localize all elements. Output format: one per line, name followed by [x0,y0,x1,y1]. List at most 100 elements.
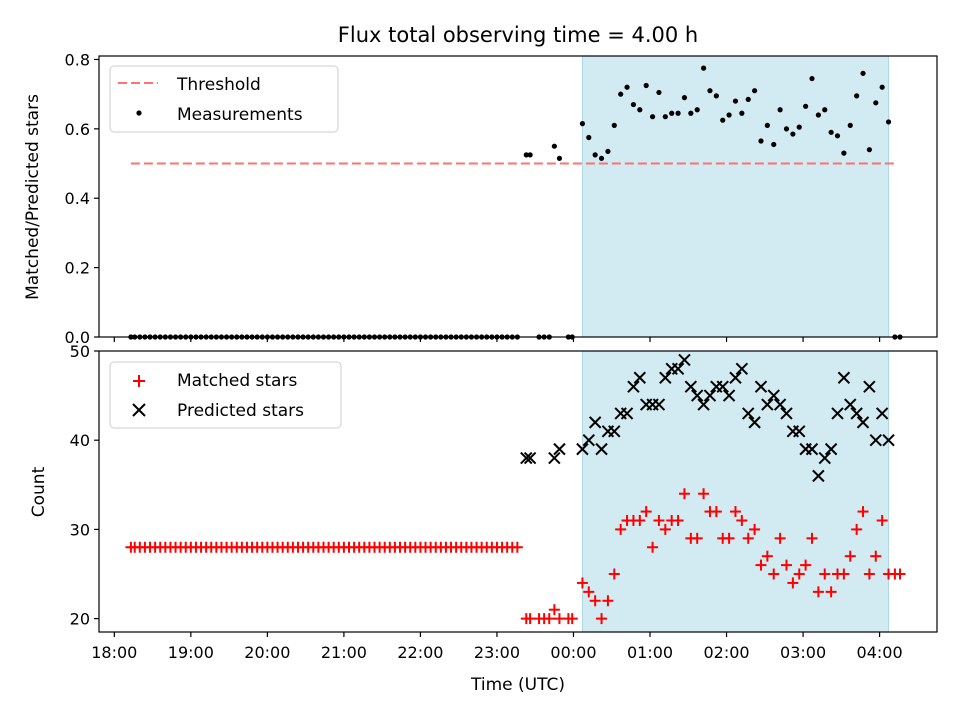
legend-matched-swatch [133,375,145,387]
x-tick-label: 04:00 [857,643,903,662]
measurement-point [790,131,796,137]
matched-star-point [844,550,856,562]
matched-star-point [819,568,831,580]
y-tick-label: 0.4 [65,189,90,208]
measurement-point [866,147,872,153]
predicted-star-point [722,389,736,402]
matched-star-point [838,568,850,580]
measurement-point [637,107,643,113]
x-tick-label: 01:00 [627,643,673,662]
measurement-point [681,95,688,101]
matched-star-point [691,532,703,544]
measurement-point [605,148,611,155]
predicted-star-point [548,451,561,465]
predicted-star-point [748,416,761,429]
observing-window-band [581,55,890,338]
measurement-point [713,93,719,99]
measurement-point [523,152,529,158]
matched-star-point [543,613,555,625]
measurement-point [796,124,802,130]
matched-star-point [576,577,588,589]
predicted-star-point [844,398,857,411]
matched-star-point [749,523,761,535]
ratio-panel-frame [98,55,938,338]
ratio-y-axis-label: Matched/Predicted stars [23,94,43,300]
measurement-point [643,82,649,89]
predicted-star-point [831,407,844,420]
predicted-star-point [863,380,876,393]
measurement-point [649,114,656,120]
count-legend-box [109,361,342,429]
predicted-star-point [812,469,825,483]
ratio-legend-box [109,65,339,133]
predicted-star-point [697,398,710,411]
matched-star-point [647,541,659,553]
measurement-point [758,138,764,144]
legend-measurements-swatch [136,110,142,116]
predicted-stars-points [520,353,895,483]
matched-star-point [640,506,652,518]
matched-star-point [548,604,560,616]
matched-star-point [672,514,684,526]
matched-star-point [870,550,882,562]
y-tick-label: 0.6 [65,120,90,139]
measurement-point [598,155,605,161]
measurement-point [611,122,617,128]
measurement-point [675,110,681,116]
ratio-y-axis-ticks: 0.0 0.2 0.4 0.6 0.8 [65,50,99,347]
y-tick-label: 0.2 [65,259,90,278]
predicted-star-point [856,416,870,429]
legend-threshold-label: Threshold [176,75,261,95]
measurement-point [885,119,892,125]
measurement-point [720,117,726,123]
measurement-point [669,110,675,116]
matched-star-point [774,532,786,544]
matched-star-point [787,577,799,589]
matched-star-point [583,586,595,598]
legend-matched-label: Matched stars [177,371,297,391]
measurement-point [694,107,700,113]
predicted-star-point [678,353,691,367]
predicted-star-point [729,371,742,384]
measurement-point [777,107,783,113]
predicted-star-point [520,451,533,465]
predicted-star-point [576,442,589,456]
measurement-point [700,65,707,71]
matched-star-point [806,532,818,544]
predicted-star-point [582,433,595,447]
matched-star-point [793,568,805,580]
x-tick-label: 22:00 [397,643,443,662]
matched-star-point [659,523,671,535]
predicted-star-point [805,442,819,456]
chart-title: Flux total observing time = 4.00 h [338,23,698,47]
legend-predicted-label: Predicted stars [177,401,304,421]
measurement-point [739,110,745,116]
matched-star-point [755,559,767,571]
matched-star-point [678,488,690,500]
y-tick-label: 30 [70,520,90,539]
predicted-star-point [690,389,704,402]
predicted-star-point [767,389,780,402]
matched-star-point [768,568,780,580]
measurement-point [841,150,847,156]
matched-star-point [511,541,523,553]
matched-star-point [857,506,869,518]
measurement-point [726,112,732,118]
measurement-point [551,143,557,149]
x-tick-label: 21:00 [321,643,367,662]
ratio-legend: Threshold Measurements [109,65,339,133]
ratio-panel: 0.00.20.40.60.8 Matched/Predicted stars … [23,50,938,347]
matched-star-point [710,506,722,518]
predicted-star-point [608,425,621,438]
matched-star-point [742,532,754,544]
shaded-observing-span [581,55,890,338]
predicted-star-point [818,451,831,465]
count-y-axis-ticks: 20 30 40 50 [70,342,99,629]
x-tick-label: 03:00 [780,643,826,662]
predicted-star-point [523,451,537,465]
predicted-star-point [793,425,806,438]
predicted-star-point [754,380,768,393]
count-legend: Matched stars Predicted stars [109,361,342,429]
predicted-star-point [620,407,634,420]
measurement-point [732,98,739,104]
